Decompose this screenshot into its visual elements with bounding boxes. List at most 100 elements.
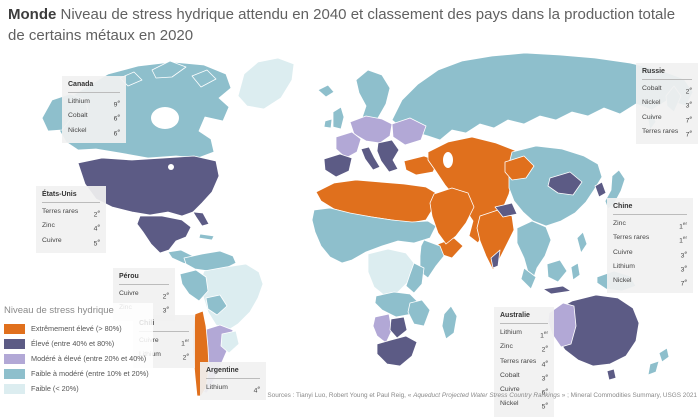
region-sahel-west-africa [311, 207, 437, 264]
rank-value: 2e [162, 291, 169, 301]
source-pre: Sources : Tianyi Luo, Robert Young et Pa… [267, 392, 414, 399]
metal-label: Lithium [68, 98, 90, 105]
metal-label: Cobalt [68, 112, 88, 120]
callout-country: Pérou [119, 273, 169, 285]
callout-australie: Australie Lithium 1er Zinc 2e Terres rares 4e C… [494, 307, 554, 417]
region-south-india [490, 249, 501, 269]
rank-value: 4e [93, 223, 100, 233]
region-himalaya-belt [494, 202, 518, 218]
metal-label: Cuivre [613, 248, 633, 256]
callout-row: Terres rares 2e [42, 206, 100, 220]
rank-value: 9e [113, 99, 120, 109]
callout-row: Terres rares 7e [642, 126, 692, 140]
rank-value: 3e [680, 249, 687, 259]
region-argentina-east [220, 330, 240, 354]
callout-row: Nickel 6e [68, 125, 120, 139]
metal-label: Nickel [500, 400, 519, 408]
callout-row: Cuivre 3e [613, 247, 687, 261]
metal-label: Terres rares [42, 208, 79, 215]
rank-value: 4e [253, 385, 260, 395]
title-text: Niveau de stress hydrique attendu en 204… [8, 6, 676, 44]
callout-etats-unis: États-Unis Terres rares 2e Zinc 4e Cuivre 5e [36, 186, 106, 253]
region-france [335, 131, 362, 159]
rank-value: 3e [541, 372, 548, 383]
region-new-zealand-south [647, 360, 660, 376]
callout-chine: Chine Zinc 1er Terres rares 1er Cuivre 3e Lithi… [607, 198, 693, 294]
legend-item: Faible (< 20%) [4, 381, 149, 396]
legend-label: Modéré à élevé (entre 20% et 40%) [31, 354, 147, 363]
rank-value: 7e [680, 278, 687, 288]
metal-label: Terres rares [613, 234, 650, 242]
rank-value: 1er [679, 235, 687, 245]
metal-label: Terres rares [642, 127, 679, 135]
legend-label: Faible à modéré (entre 10% et 20%) [31, 369, 149, 378]
metal-label: Zinc [42, 222, 55, 230]
region-peru [179, 269, 209, 302]
callout-row: Lithium 4e [206, 382, 260, 396]
rank-value: 1er [181, 338, 189, 348]
callout-row: Lithium 3e [613, 261, 687, 275]
region-balkans [376, 139, 400, 173]
callout-row: Terres rares 4e [500, 356, 548, 370]
rank-value: 6e [541, 387, 548, 397]
rank-value: 5e [93, 237, 100, 247]
rank-value: 2e [685, 86, 692, 96]
callout-row: Zinc 1er [613, 218, 687, 232]
callout-argentine: Argentine Lithium 4e [200, 362, 266, 401]
callout-row: Cobalt 6e [68, 110, 120, 124]
callout-country: Russie [642, 68, 692, 80]
legend-items: Extrêmement élevé (> 80%) Élevé (entre 40… [4, 321, 149, 396]
region-arabia [429, 187, 475, 245]
metal-label: Zinc [500, 343, 513, 351]
callout-row: Cuivre 5e [42, 235, 100, 249]
rank-value: 1er [540, 330, 548, 340]
callout-row: Cobalt 3e [500, 370, 548, 384]
metal-label: Lithium [613, 262, 635, 270]
legend-swatch [4, 353, 25, 364]
callout-country: Australie [500, 312, 548, 324]
callout-row: Nickel 5e [500, 398, 548, 412]
black-sea [407, 147, 423, 155]
infographic: Monde Niveau de stress hydrique attendu … [2, 4, 698, 417]
region-sumatra [520, 267, 537, 290]
metal-label: Cuivre [42, 236, 62, 244]
region-east-africa [405, 262, 425, 294]
region-usa [77, 155, 220, 217]
metal-label: Cuivre [500, 386, 520, 394]
region-botswana [389, 316, 408, 339]
metal-label: Terres rares [500, 357, 537, 365]
legend-swatch [4, 323, 25, 334]
region-xinjiang [504, 155, 535, 181]
source-note: Sources : Tianyi Luo, Robert Young et Pa… [267, 392, 697, 399]
metal-label: Zinc [613, 220, 626, 227]
page-title: Monde Niveau de stress hydrique attendu … [8, 4, 678, 46]
region-florida [192, 211, 210, 227]
legend-item: Faible à modéré (entre 10% et 20%) [4, 366, 149, 381]
callout-row: Nickel 7e [613, 275, 687, 289]
region-ukraine [391, 117, 427, 146]
legend-title: Niveau de stress hydrique [4, 305, 114, 316]
region-uk [332, 106, 345, 130]
callout-row: Lithium 9e [68, 96, 120, 110]
region-zimbabwe-mozambique [407, 299, 431, 327]
great-lakes [168, 164, 174, 170]
region-iceland [317, 84, 335, 98]
rank-value: 2e [541, 344, 548, 354]
region-mexico [136, 215, 192, 254]
rank-value: 2e [182, 352, 189, 362]
metal-label: Cobalt [500, 371, 520, 379]
region-north-china [547, 171, 583, 196]
callout-country: Argentine [206, 367, 260, 379]
region-greenland [237, 57, 295, 110]
callout-russie: Russie Cobalt 2e Nickel 3e Cuivre 7e Terres rar… [636, 63, 698, 145]
legend-swatch [4, 383, 25, 394]
region-namibia [372, 313, 393, 344]
rank-value: 5e [541, 401, 548, 411]
legend-item: Modéré à élevé (entre 20% et 40%) [4, 351, 149, 366]
metal-label: Lithium [500, 329, 522, 336]
callout-country: Canada [68, 81, 120, 93]
legend: Niveau de stress hydrique Extrêmement él… [2, 303, 153, 398]
legend-label: Élevé (entre 40% et 80%) [31, 339, 115, 348]
callout-canada: Canada Lithium 9e Cobalt 6e Nickel 6e [62, 76, 126, 143]
callout-country: Chine [613, 203, 687, 215]
